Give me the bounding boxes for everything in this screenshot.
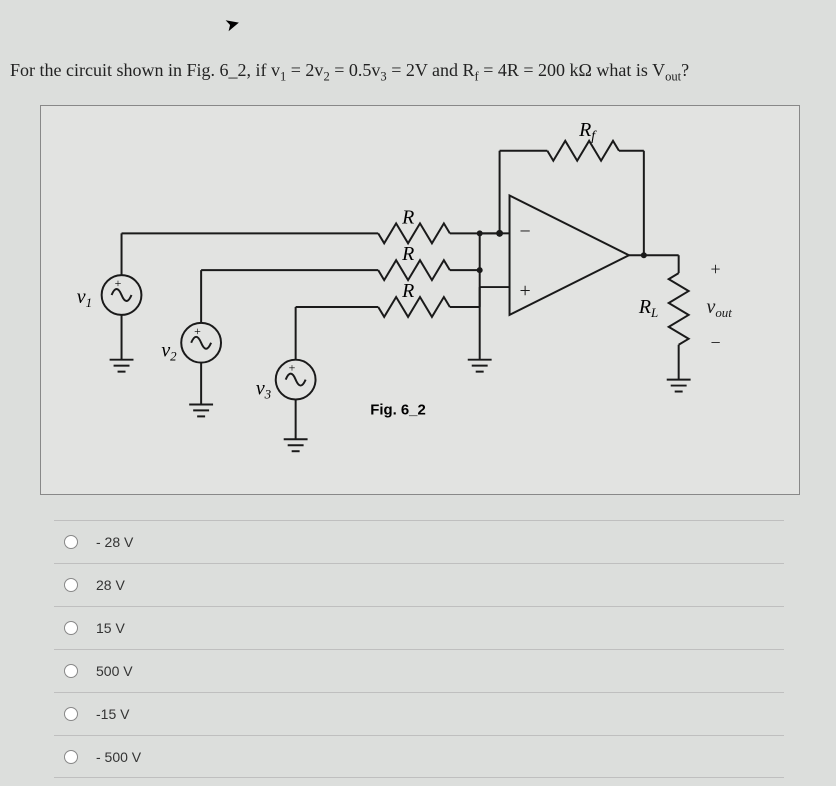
option-row[interactable]: - 28 V <box>54 520 784 563</box>
rl-label: RL <box>638 296 658 320</box>
v2-label: v2 <box>161 340 177 364</box>
option-label: -15 V <box>96 706 129 722</box>
option-label: 15 V <box>96 620 125 636</box>
vout-plus: + <box>711 259 721 279</box>
r2-label: R <box>401 243 414 265</box>
circuit-svg: Rf − + R <box>41 106 799 494</box>
circuit-figure: Rf − + R <box>40 105 800 495</box>
src-plus: + <box>289 361 296 375</box>
option-label: - 28 V <box>96 534 133 550</box>
q-part: = 0.5v <box>330 60 381 80</box>
q-part: ? <box>681 60 689 80</box>
vout-label: vout <box>707 296 733 320</box>
figure-caption: Fig. 6_2 <box>370 401 426 418</box>
q-part: = 2v <box>286 60 323 80</box>
option-row[interactable]: 28 V <box>54 563 784 606</box>
mouse-cursor: ➤ <box>223 12 243 36</box>
opamp-minus: − <box>519 220 530 242</box>
q-part: = 4R = 200 kΩ what is V <box>479 60 665 80</box>
rf-label: Rf <box>578 119 597 144</box>
radio-icon[interactable] <box>64 750 78 764</box>
v1-label: v1 <box>77 286 92 310</box>
r3-label: R <box>401 280 414 302</box>
option-label: 500 V <box>96 663 133 679</box>
radio-icon[interactable] <box>64 664 78 678</box>
option-label: 28 V <box>96 577 125 593</box>
option-row[interactable]: 500 V <box>54 649 784 692</box>
vout-minus: − <box>711 333 721 353</box>
src-plus: + <box>194 324 201 338</box>
option-row[interactable]: -15 V <box>54 692 784 735</box>
r1-label: R <box>401 206 414 228</box>
src-plus: + <box>115 276 122 290</box>
option-row[interactable]: - 500 V <box>54 735 784 778</box>
opamp-plus: + <box>519 280 530 302</box>
radio-icon[interactable] <box>64 621 78 635</box>
q-part: = 2V and R <box>387 60 475 80</box>
question-text: For the circuit shown in Fig. 6_2, if v1… <box>10 58 830 86</box>
v3-label: v3 <box>256 378 272 402</box>
q-sub: out <box>665 70 681 84</box>
answer-options: - 28 V 28 V 15 V 500 V -15 V - 500 V <box>54 520 784 778</box>
radio-icon[interactable] <box>64 578 78 592</box>
option-label: - 500 V <box>96 749 141 765</box>
radio-icon[interactable] <box>64 535 78 549</box>
option-row[interactable]: 15 V <box>54 606 784 649</box>
q-part: For the circuit shown in Fig. 6_2, if v <box>10 60 280 80</box>
radio-icon[interactable] <box>64 707 78 721</box>
